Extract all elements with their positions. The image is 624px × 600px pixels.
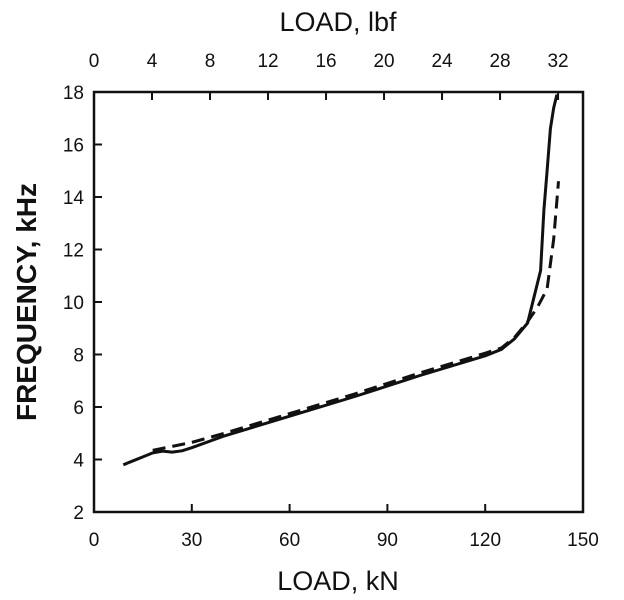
plot-frame [92,90,585,514]
x-tick-label: 120 [469,530,501,551]
x-tick-label: 90 [377,530,398,551]
x2-tick-label: 20 [373,51,394,72]
x-tick-label: 60 [279,530,300,551]
y-tick-label: 6 [73,398,84,419]
dashed-series-line [152,181,560,452]
x2-tick-label: 24 [431,51,453,72]
x2-tick-label: 32 [547,51,568,72]
left-axis-ticks: 2 4 6 8 10 12 14 16 18 [63,83,102,524]
x2-tick-label: 28 [489,51,510,72]
bottom-axis-ticks: 0 30 60 90 120 150 [89,504,599,551]
x2-tick-label: 16 [315,51,336,72]
solid-series-line [122,94,559,467]
y-axis-title: FREQUENCY, kHz [11,183,42,421]
y-tick-label: 12 [63,241,84,262]
x2-tick-label: 4 [147,51,158,72]
x-tick-label: 0 [89,530,100,551]
x2-tick-label: 12 [257,51,278,72]
top-axis-ticks: 0 4 8 12 16 20 24 28 32 [89,51,569,100]
y-tick-label: 18 [63,83,84,104]
y-tick-label: 4 [73,451,84,472]
x2-tick-label: 8 [205,51,216,72]
y-tick-label: 14 [63,188,85,209]
x2-axis-title: LOAD, lbf [279,7,397,37]
x-tick-label: 150 [567,530,599,551]
x-tick-label: 30 [181,530,202,551]
x-axis-title: LOAD, kN [277,566,399,596]
series-layer [122,94,560,467]
y-tick-label: 16 [63,136,84,157]
y-tick-label: 8 [73,346,84,367]
y-tick-label: 10 [63,293,84,314]
y-tick-label: 2 [73,503,84,524]
x2-tick-label: 0 [89,51,100,72]
